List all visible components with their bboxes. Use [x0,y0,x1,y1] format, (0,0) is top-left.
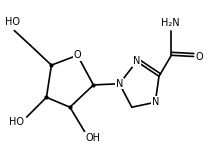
Text: N: N [152,97,159,107]
Text: HO: HO [5,17,20,27]
Text: O: O [196,52,204,61]
Text: N: N [116,79,123,89]
Text: N: N [133,56,140,66]
Text: HO: HO [9,117,24,127]
Text: H₂N: H₂N [161,18,179,28]
Text: OH: OH [85,133,100,143]
Text: O: O [73,50,81,60]
